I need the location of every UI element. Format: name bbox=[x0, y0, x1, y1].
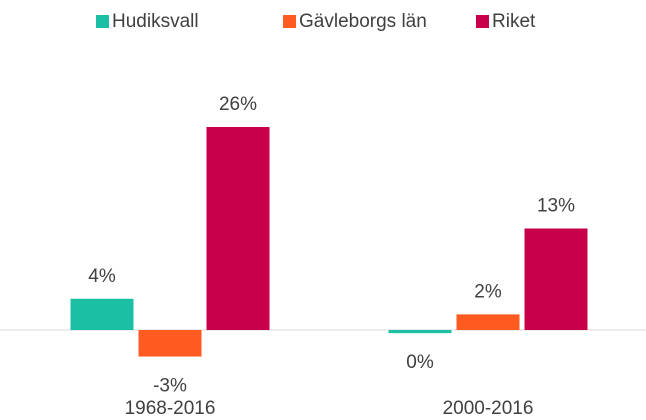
data-label: -3% bbox=[153, 376, 187, 397]
bar bbox=[524, 228, 588, 330]
legend-label: Riket bbox=[492, 11, 536, 32]
data-label: 26% bbox=[219, 94, 257, 115]
data-label: 13% bbox=[537, 196, 575, 217]
legend-swatch bbox=[96, 15, 109, 28]
bar bbox=[138, 330, 202, 357]
bar bbox=[456, 314, 520, 330]
bar bbox=[206, 127, 270, 330]
legend-label: Hudiksvall bbox=[112, 11, 199, 32]
legend-swatch bbox=[476, 15, 489, 28]
data-label: 0% bbox=[406, 352, 434, 373]
bar bbox=[388, 330, 452, 334]
x-tick-label: 2000-2016 bbox=[443, 398, 534, 419]
legend-label: Gävleborgs län bbox=[299, 11, 427, 32]
x-tick-label: 1968-2016 bbox=[125, 398, 216, 419]
bar bbox=[70, 298, 134, 330]
legend-swatch bbox=[283, 15, 296, 28]
data-label: 2% bbox=[474, 281, 502, 302]
data-label: 4% bbox=[88, 266, 116, 287]
